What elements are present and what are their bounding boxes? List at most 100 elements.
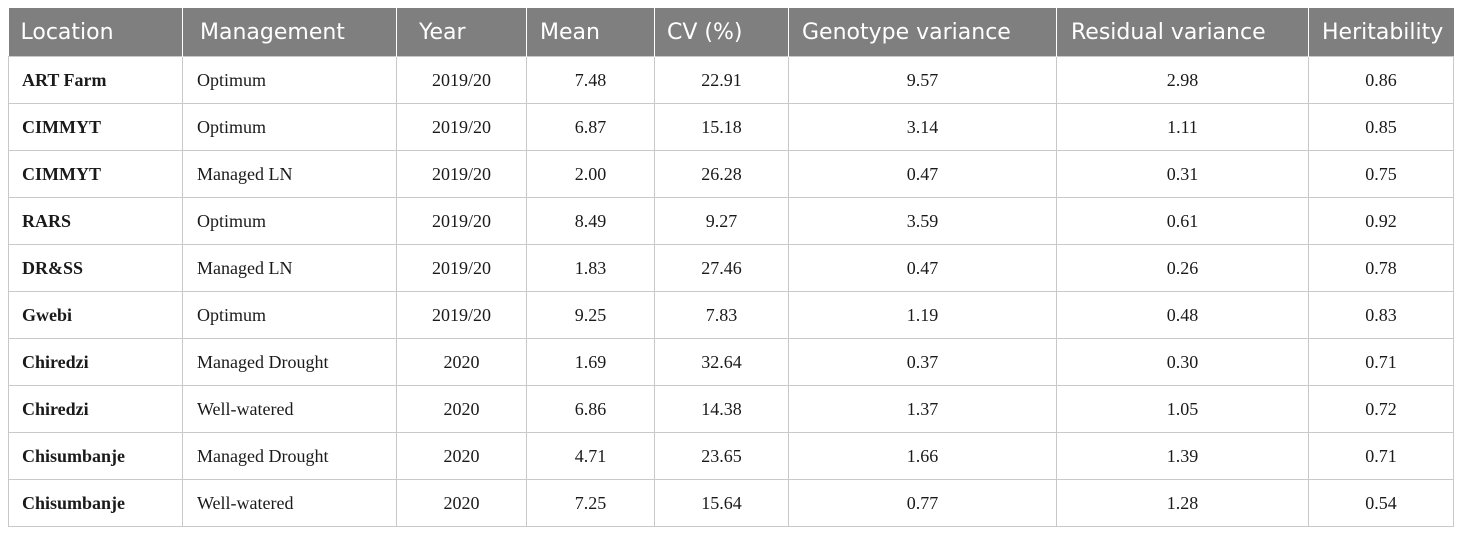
table-header: Location Management Year Mean CV (%) Gen… xyxy=(8,8,1454,57)
cell-residual-variance: 1.39 xyxy=(1056,432,1309,480)
cell-genotype-variance: 3.14 xyxy=(788,103,1057,151)
cell-residual-variance: 0.30 xyxy=(1056,338,1309,386)
cell-mean: 2.00 xyxy=(526,150,655,198)
table-row: Chisumbanje Well-watered 2020 7.25 15.64 0.77… xyxy=(8,479,1454,527)
cell-location: CIMMYT xyxy=(8,103,183,151)
cell-residual-variance: 0.31 xyxy=(1056,150,1309,198)
cell-year: 2019/20 xyxy=(396,103,527,151)
column-header-year: Year xyxy=(396,8,527,57)
cell-management: Managed Drought xyxy=(182,338,397,386)
table-row: RARS Optimum 2019/20 8.49 9.27 3.59 0.61 0.92 xyxy=(8,197,1454,245)
table-container: Location Management Year Mean CV (%) Gen… xyxy=(8,8,1454,527)
cell-heritability: 0.54 xyxy=(1308,479,1454,527)
cell-heritability: 0.78 xyxy=(1308,244,1454,292)
data-table: Location Management Year Mean CV (%) Gen… xyxy=(8,8,1454,527)
cell-residual-variance: 0.26 xyxy=(1056,244,1309,292)
cell-cv: 7.83 xyxy=(654,291,789,339)
cell-location: CIMMYT xyxy=(8,150,183,198)
cell-cv: 9.27 xyxy=(654,197,789,245)
cell-year: 2019/20 xyxy=(396,197,527,245)
cell-management: Optimum xyxy=(182,291,397,339)
cell-location: Chiredzi xyxy=(8,338,183,386)
cell-management: Optimum xyxy=(182,197,397,245)
cell-location: Chiredzi xyxy=(8,385,183,433)
cell-genotype-variance: 9.57 xyxy=(788,56,1057,104)
table-row: CIMMYT Optimum 2019/20 6.87 15.18 3.14 1.11 0.8… xyxy=(8,103,1454,151)
cell-heritability: 0.75 xyxy=(1308,150,1454,198)
cell-residual-variance: 0.48 xyxy=(1056,291,1309,339)
cell-year: 2020 xyxy=(396,479,527,527)
cell-genotype-variance: 1.66 xyxy=(788,432,1057,480)
cell-mean: 9.25 xyxy=(526,291,655,339)
cell-cv: 22.91 xyxy=(654,56,789,104)
cell-management: Well-watered xyxy=(182,385,397,433)
cell-mean: 1.83 xyxy=(526,244,655,292)
cell-location: DR&SS xyxy=(8,244,183,292)
cell-genotype-variance: 0.47 xyxy=(788,244,1057,292)
cell-location: Chisumbanje xyxy=(8,432,183,480)
cell-heritability: 0.83 xyxy=(1308,291,1454,339)
column-header-management: Management xyxy=(182,8,397,57)
cell-heritability: 0.92 xyxy=(1308,197,1454,245)
cell-location: Gwebi xyxy=(8,291,183,339)
column-header-cv: CV (%) xyxy=(654,8,789,57)
column-header-heritability: Heritability xyxy=(1308,8,1454,57)
cell-year: 2019/20 xyxy=(396,291,527,339)
column-header-mean: Mean xyxy=(526,8,655,57)
cell-genotype-variance: 3.59 xyxy=(788,197,1057,245)
cell-residual-variance: 0.61 xyxy=(1056,197,1309,245)
cell-year: 2019/20 xyxy=(396,244,527,292)
table-row: DR&SS Managed LN 2019/20 1.83 27.46 0.47 0.26 0… xyxy=(8,244,1454,292)
cell-mean: 6.87 xyxy=(526,103,655,151)
table-row: CIMMYT Managed LN 2019/20 2.00 26.28 0.47 0.31… xyxy=(8,150,1454,198)
cell-cv: 15.18 xyxy=(654,103,789,151)
column-header-genotype-variance: Genotype variance xyxy=(788,8,1057,57)
cell-heritability: 0.86 xyxy=(1308,56,1454,104)
cell-mean: 6.86 xyxy=(526,385,655,433)
cell-heritability: 0.72 xyxy=(1308,385,1454,433)
cell-mean: 1.69 xyxy=(526,338,655,386)
column-header-location: Location xyxy=(8,8,183,57)
header-row: Location Management Year Mean CV (%) Gen… xyxy=(8,8,1454,57)
cell-heritability: 0.85 xyxy=(1308,103,1454,151)
cell-year: 2020 xyxy=(396,385,527,433)
cell-management: Managed LN xyxy=(182,150,397,198)
column-header-residual-variance: Residual variance xyxy=(1056,8,1309,57)
cell-year: 2019/20 xyxy=(396,150,527,198)
cell-location: RARS xyxy=(8,197,183,245)
cell-genotype-variance: 0.37 xyxy=(788,338,1057,386)
cell-year: 2019/20 xyxy=(396,56,527,104)
cell-cv: 15.64 xyxy=(654,479,789,527)
table-row: Chiredzi Well-watered 2020 6.86 14.38 1.37 1.0… xyxy=(8,385,1454,433)
cell-mean: 8.49 xyxy=(526,197,655,245)
table-row: Chisumbanje Managed Drought 2020 4.71 23.65 1… xyxy=(8,432,1454,480)
cell-heritability: 0.71 xyxy=(1308,432,1454,480)
cell-location: ART Farm xyxy=(8,56,183,104)
cell-management: Optimum xyxy=(182,56,397,104)
table-row: Chiredzi Managed Drought 2020 1.69 32.64 0.37… xyxy=(8,338,1454,386)
cell-genotype-variance: 1.19 xyxy=(788,291,1057,339)
cell-residual-variance: 1.11 xyxy=(1056,103,1309,151)
cell-residual-variance: 2.98 xyxy=(1056,56,1309,104)
cell-mean: 7.48 xyxy=(526,56,655,104)
cell-genotype-variance: 0.47 xyxy=(788,150,1057,198)
table-body: ART Farm Optimum 2019/20 7.48 22.91 9.57 2.98 0… xyxy=(8,56,1454,527)
cell-cv: 14.38 xyxy=(654,385,789,433)
cell-management: Well-watered xyxy=(182,479,397,527)
cell-year: 2020 xyxy=(396,338,527,386)
table-row: ART Farm Optimum 2019/20 7.48 22.91 9.57 2.98 0… xyxy=(8,56,1454,104)
cell-cv: 27.46 xyxy=(654,244,789,292)
cell-management: Managed LN xyxy=(182,244,397,292)
cell-genotype-variance: 1.37 xyxy=(788,385,1057,433)
cell-residual-variance: 1.05 xyxy=(1056,385,1309,433)
cell-cv: 23.65 xyxy=(654,432,789,480)
cell-cv: 32.64 xyxy=(654,338,789,386)
cell-mean: 7.25 xyxy=(526,479,655,527)
cell-management: Optimum xyxy=(182,103,397,151)
cell-year: 2020 xyxy=(396,432,527,480)
cell-cv: 26.28 xyxy=(654,150,789,198)
table-row: Gwebi Optimum 2019/20 9.25 7.83 1.19 0.48 0.83 xyxy=(8,291,1454,339)
cell-heritability: 0.71 xyxy=(1308,338,1454,386)
cell-residual-variance: 1.28 xyxy=(1056,479,1309,527)
cell-location: Chisumbanje xyxy=(8,479,183,527)
